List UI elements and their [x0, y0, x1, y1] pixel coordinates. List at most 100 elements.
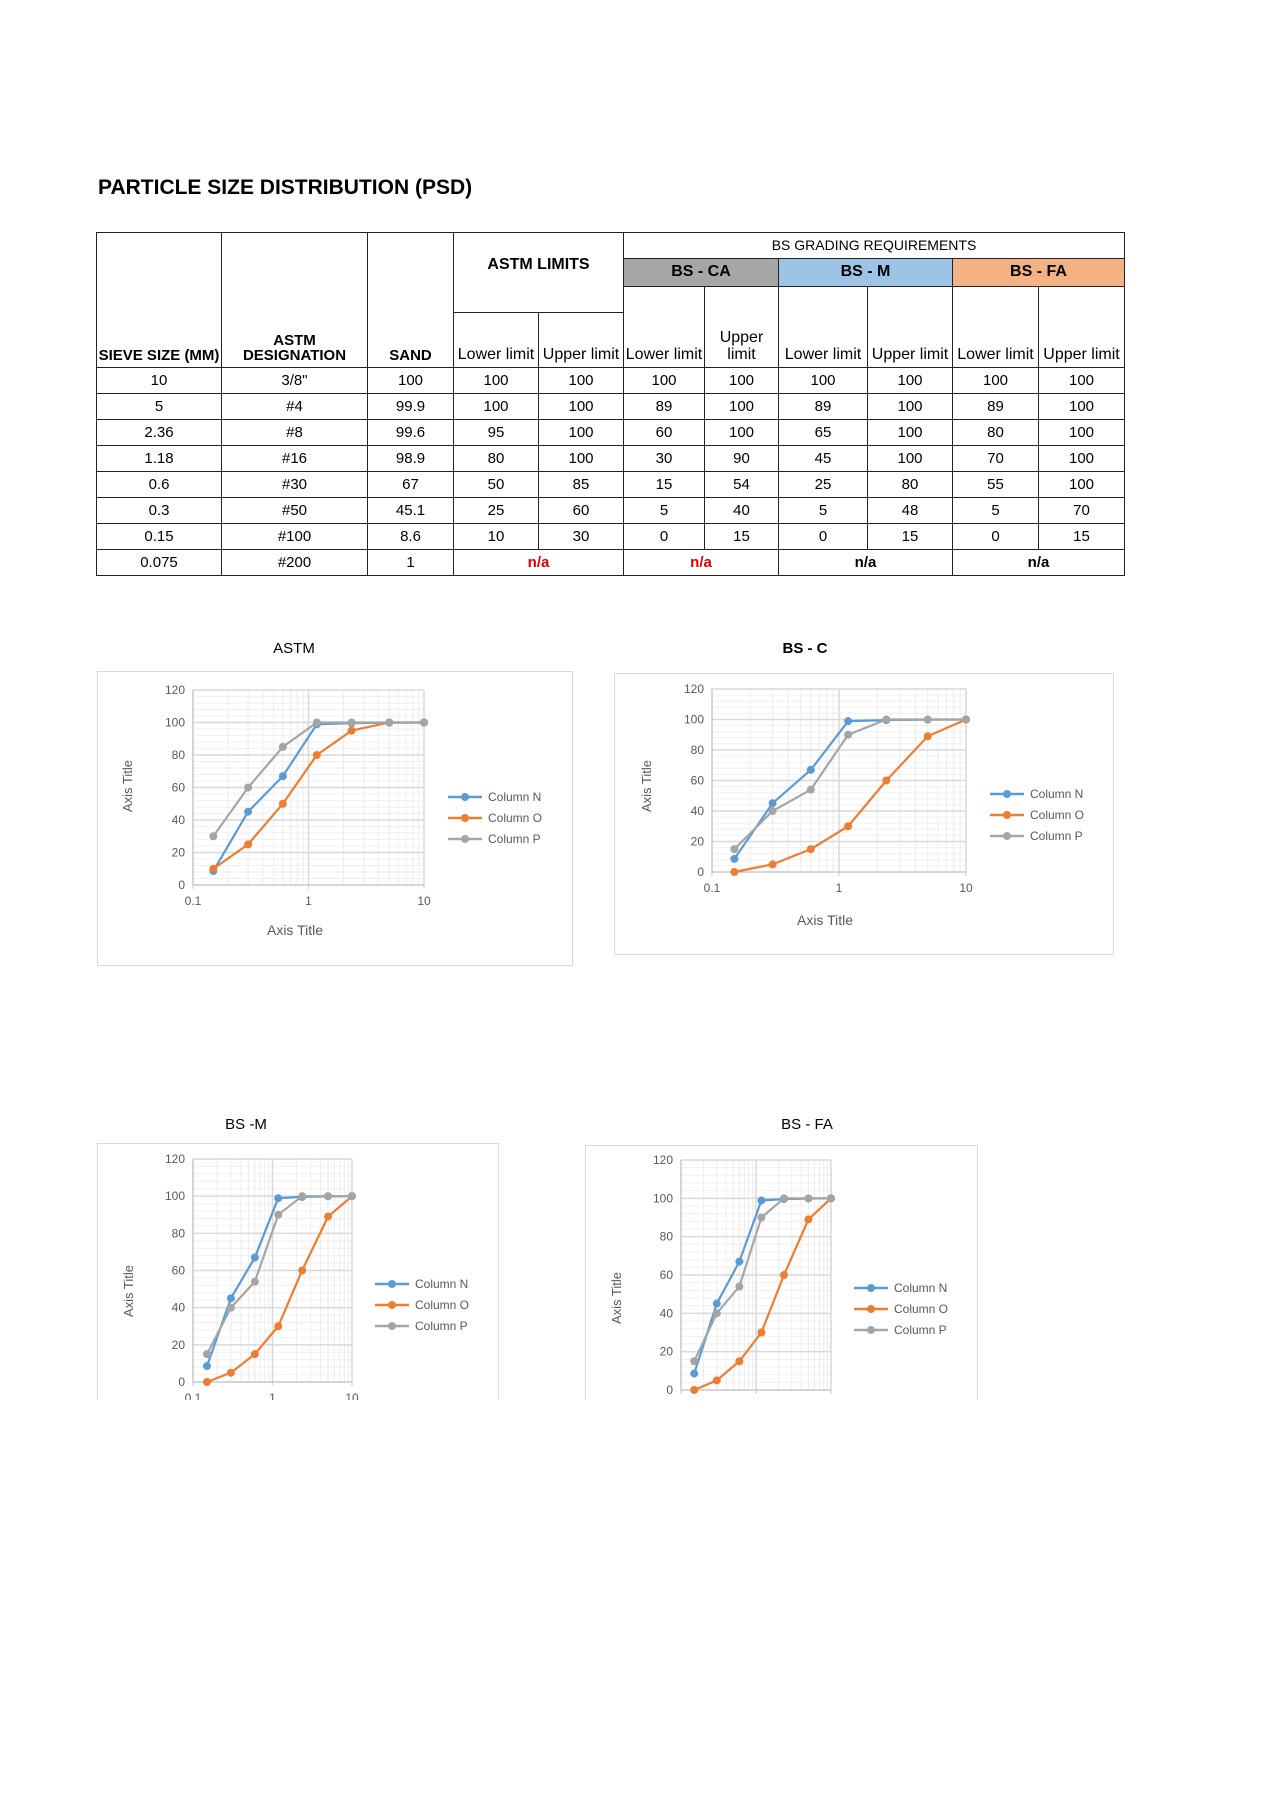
y-tick-label: 20	[172, 1338, 186, 1352]
cell-m-na: n/a	[778, 549, 953, 576]
data-point	[226, 1294, 235, 1303]
legend-marker	[1003, 811, 1011, 819]
cell: 25	[778, 471, 868, 498]
data-point	[844, 730, 853, 739]
page-title: PARTICLE SIZE DISTRIBUTION (PSD)	[98, 176, 473, 199]
x-tick-label: 0.1	[704, 881, 721, 895]
cell: 1.18	[96, 445, 222, 472]
header-fa-upper: Upper limit	[1038, 286, 1125, 368]
series-line-column-n	[212, 721, 425, 872]
cell: 80	[867, 471, 953, 498]
legend-label: Column P	[415, 1319, 468, 1333]
cell: 65	[778, 419, 868, 446]
data-point	[690, 1369, 699, 1378]
y-tick-label: 100	[653, 1191, 673, 1205]
data-point	[278, 772, 287, 781]
x-tick-label: 10	[417, 894, 431, 908]
chart-title: BS -M	[225, 1116, 267, 1133]
cell: 70	[952, 445, 1039, 472]
header-sieve-size: SIEVE SIZE (MM)	[96, 232, 222, 368]
y-tick-label: 60	[172, 781, 186, 795]
cell-astm-na: n/a	[453, 549, 624, 576]
cell: #50	[221, 497, 368, 524]
line-chart: 0 20 40 60 80 100 120 0.1 1 10 Axis Title Axis Titl…	[97, 671, 573, 966]
data-point	[274, 1194, 283, 1203]
x-tick-label: 10	[959, 881, 973, 895]
cell: 100	[867, 445, 953, 472]
header-astm-upper: Upper limit	[538, 312, 624, 368]
data-point	[827, 1194, 835, 1203]
cell: 100	[704, 419, 779, 446]
cell: 48	[867, 497, 953, 524]
legend-marker	[461, 793, 469, 801]
data-point	[768, 860, 777, 869]
cell: 90	[704, 445, 779, 472]
series-line-column-o	[206, 1195, 353, 1384]
table-row: 1.18 #16 98.9 80 100 30 90 45 100 70 100	[96, 445, 1125, 472]
data-point	[806, 785, 815, 794]
cell: 99.9	[367, 393, 454, 420]
legend-marker	[461, 835, 469, 843]
chart-svg: 0 20 40 60 80 100 120 0.1 1 10 Axis Title Axis Titl…	[120, 683, 542, 938]
data-point	[806, 845, 815, 854]
data-point	[324, 1192, 333, 1201]
cell: 45.1	[367, 497, 454, 524]
data-point	[250, 1253, 259, 1262]
data-point	[385, 718, 394, 727]
legend-marker	[388, 1322, 396, 1330]
legend-marker	[1003, 790, 1011, 798]
y-tick-label: 20	[172, 846, 186, 860]
cell: 100	[1038, 419, 1125, 446]
legend-label: Column N	[415, 1277, 468, 1291]
cell: 100	[867, 367, 953, 394]
table-row: 5 #4 99.9 100 100 89 100 89 100 89 100	[96, 393, 1125, 420]
cell-fa-na: n/a	[952, 549, 1125, 576]
cell: 100	[538, 367, 624, 394]
cell: 0.3	[96, 497, 222, 524]
data-point	[768, 807, 777, 815]
legend-label: Column N	[894, 1281, 947, 1295]
data-point	[347, 718, 356, 727]
cell: 5	[623, 497, 705, 524]
cell: 100	[1038, 471, 1125, 498]
data-point	[690, 1357, 699, 1366]
header-astm-designation: ASTM DESIGNATION	[221, 232, 368, 368]
data-point	[244, 783, 253, 792]
data-point	[244, 807, 253, 816]
chart-svg: 0 20 40 60 80 100 120 0.1 1 10 Axis Title Axis Titl…	[639, 682, 1084, 928]
data-point	[735, 1357, 744, 1366]
cell: 60	[538, 497, 624, 524]
y-tick-label: 120	[684, 682, 704, 696]
y-tick-label: 80	[172, 748, 186, 762]
y-tick-label: 60	[660, 1268, 674, 1282]
cell: 60	[623, 419, 705, 446]
x-axis-title: Axis Title	[797, 912, 853, 928]
y-axis-title: Axis Title	[609, 1272, 624, 1324]
cell: 2.36	[96, 419, 222, 446]
y-tick-label: 0	[178, 878, 185, 892]
y-axis-title: Axis Title	[120, 760, 135, 812]
x-axis-title: Axis Title	[267, 922, 323, 938]
data-point	[735, 1257, 744, 1266]
cell: 55	[952, 471, 1039, 498]
cell: 67	[367, 471, 454, 498]
data-point	[882, 776, 891, 785]
header-astm-lower: Lower limit	[453, 312, 539, 368]
cell: 89	[952, 393, 1039, 420]
y-tick-label: 60	[172, 1264, 186, 1278]
header-bs-fa: BS - FA	[952, 258, 1125, 287]
legend-marker	[388, 1301, 396, 1309]
x-tick-label: 10	[345, 1391, 359, 1400]
data-point	[250, 1277, 259, 1286]
cell: 100	[778, 367, 868, 394]
legend-label: Column O	[894, 1302, 948, 1316]
legend-marker	[867, 1284, 875, 1292]
legend-label: Column P	[488, 832, 541, 846]
data-point	[757, 1213, 766, 1222]
legend-marker	[461, 814, 469, 822]
data-point	[923, 732, 932, 741]
legend-label: Column O	[415, 1298, 469, 1312]
cell: 0	[778, 523, 868, 550]
cell: 30	[623, 445, 705, 472]
data-point	[735, 1282, 744, 1291]
